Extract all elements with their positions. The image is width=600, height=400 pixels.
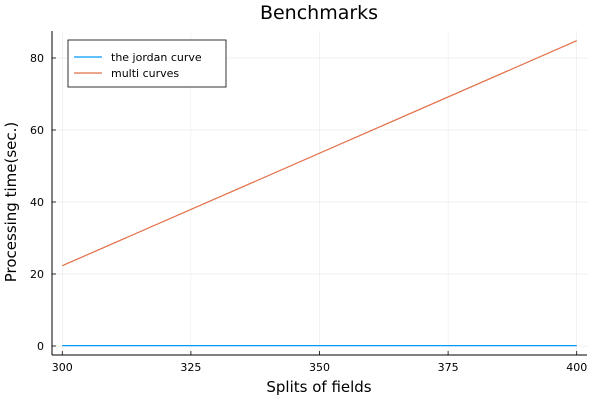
x-tick-label: 300 [52,361,73,374]
series-layer [62,40,577,347]
legend-label-1: the jordan curve [111,51,202,64]
y-axis-title: Processing time(sec.) [2,122,20,283]
y-tick-label: 60 [30,124,44,137]
axes [51,31,587,356]
tick-labels: 300 325 350 375 400 0 20 40 60 80 [30,52,587,374]
legend-label-2: multi curves [111,67,179,80]
x-tick-label: 350 [309,361,330,374]
x-tick-label: 325 [180,361,201,374]
y-tick-label: 80 [30,52,44,65]
chart-title: Benchmarks [260,2,378,24]
legend: the jordan curve multi curves [67,39,227,88]
x-tick-label: 375 [438,361,459,374]
x-axis-title: Splits of fields [266,378,371,396]
y-tick-label: 40 [30,196,44,209]
series-line-2 [62,40,577,267]
x-tick-label: 400 [566,361,587,374]
y-tick-label: 0 [37,340,44,353]
legend-box [67,39,227,88]
y-tick-label: 20 [30,268,44,281]
